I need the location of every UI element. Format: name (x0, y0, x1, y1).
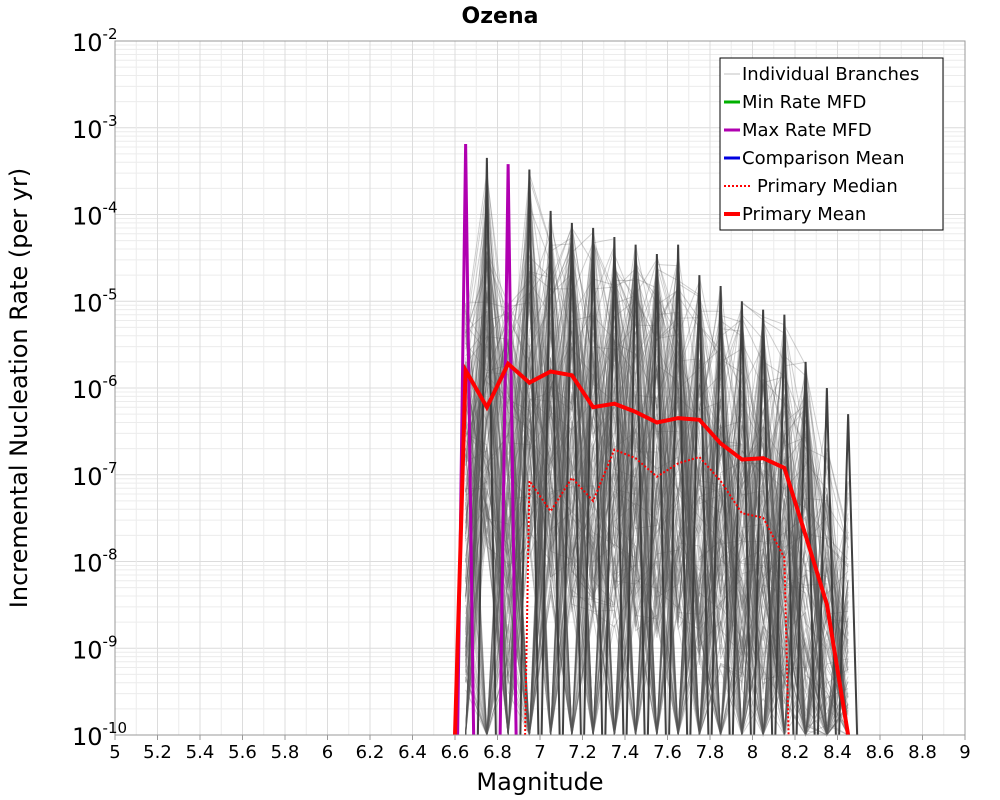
x-tick-label: 7.8 (696, 742, 725, 763)
branch-spike (795, 361, 816, 736)
y-axis-ticks: 10-2 10-3 10-4 10-5 10-6 10-7 10-8 10-9 10-10 (72, 25, 127, 751)
branch-line (465, 282, 849, 736)
branch-spike (476, 157, 497, 736)
branch-spike (646, 254, 667, 736)
branch-line (465, 284, 849, 737)
x-axis-ticks: 5 5.2 5.4 5.6 5.8 6 6.2 6.4 6.6 6.8 7 7.2 7.4 7.6 7.8 8… (109, 735, 971, 763)
branch-line (465, 309, 849, 736)
branch-line (465, 313, 849, 736)
branch-line (465, 250, 849, 736)
branch-line (465, 225, 849, 736)
legend-box (719, 57, 944, 231)
branch-line (465, 292, 849, 736)
branch-line (465, 233, 849, 736)
x-tick-label: 8.8 (908, 742, 937, 763)
chart-title: Ozena (462, 4, 539, 29)
branch-line (465, 252, 849, 736)
branch-line (465, 268, 849, 736)
branch-line (465, 254, 849, 736)
branch-line (465, 184, 849, 736)
branch-spike (668, 244, 689, 736)
y-tick-label: 10-9 (72, 632, 118, 664)
x-tick-label: 8 (747, 742, 758, 763)
x-tick-label: 5.4 (186, 742, 215, 763)
branch-line (465, 208, 849, 737)
branch-line (465, 167, 849, 736)
x-axis-label: Magnitude (476, 768, 603, 796)
legend-label: Individual Branches (742, 64, 919, 85)
branch-spike (604, 237, 625, 736)
branch-line (465, 245, 849, 736)
branch-line (465, 226, 849, 736)
branch-line (465, 287, 849, 736)
y-tick-label: 10-2 (72, 25, 118, 57)
branch-spike (774, 314, 795, 736)
branch-line (465, 229, 849, 736)
legend: Individual Branches Min Rate MFD Max Rate … (719, 57, 944, 231)
branch-spike (540, 210, 561, 736)
branch-line (465, 220, 849, 736)
primary-mean-line (453, 360, 851, 736)
x-tick-label: 6.2 (356, 742, 385, 763)
branch-line (465, 261, 849, 736)
x-tick-label: 5 (109, 742, 120, 763)
branch-line (465, 270, 849, 736)
x-tick-label: 7.4 (611, 742, 640, 763)
branch-line (465, 253, 849, 736)
y-tick-label: 10-4 (72, 199, 118, 231)
legend-label: Primary Mean (742, 204, 866, 225)
x-tick-label: 8.2 (781, 742, 810, 763)
x-tick-label: 9 (959, 742, 970, 763)
legend-label: Comparison Mean (742, 148, 905, 169)
branch-line (465, 282, 849, 737)
y-tick-label: 10-5 (72, 285, 118, 317)
x-tick-label: 6.6 (441, 742, 470, 763)
branch-line (465, 257, 849, 736)
branch-spike (731, 301, 752, 736)
branch-line (465, 253, 849, 736)
primary-median-line (524, 448, 790, 736)
branch-line (465, 267, 849, 736)
x-tick-label: 7 (534, 742, 545, 763)
y-tick-label: 10-8 (72, 546, 118, 578)
x-tick-label: 5.6 (228, 742, 257, 763)
branch-line (465, 247, 849, 736)
legend-label: Max Rate MFD (742, 120, 872, 141)
x-tick-label: 6.4 (398, 742, 427, 763)
branch-spike (816, 387, 837, 736)
x-tick-label: 5.8 (271, 742, 300, 763)
y-tick-label: 10-10 (72, 719, 127, 751)
x-tick-label: 8.6 (866, 742, 895, 763)
branch-line (465, 239, 849, 736)
max-rate-spike (498, 164, 518, 736)
branch-spike (519, 169, 540, 736)
branch-line (465, 222, 849, 736)
branch-spike (838, 414, 859, 736)
y-tick-label: 10-6 (72, 372, 118, 404)
x-tick-label: 7.2 (568, 742, 597, 763)
branch-line (465, 265, 849, 736)
legend-label: Min Rate MFD (742, 92, 866, 113)
y-tick-label: 10-3 (72, 112, 118, 144)
branch-spike (753, 309, 774, 736)
x-tick-label: 8.4 (823, 742, 852, 763)
legend-label: Primary Median (757, 176, 898, 197)
x-tick-label: 6 (322, 742, 333, 763)
branch-spike (583, 227, 604, 736)
x-tick-label: 6.8 (483, 742, 512, 763)
branch-line (465, 240, 849, 736)
branch-spike (689, 275, 710, 736)
branch-spike (710, 285, 731, 736)
branch-spike (625, 244, 646, 736)
y-tick-label: 10-7 (72, 459, 118, 491)
branch-spike (561, 222, 582, 736)
series-layer (453, 143, 851, 736)
branch-line (465, 279, 849, 736)
x-tick-label: 5.2 (143, 742, 172, 763)
y-axis-label: Incremental Nucleation Rate (per yr) (5, 168, 33, 608)
x-tick-label: 7.6 (653, 742, 682, 763)
branch-line (465, 261, 849, 736)
